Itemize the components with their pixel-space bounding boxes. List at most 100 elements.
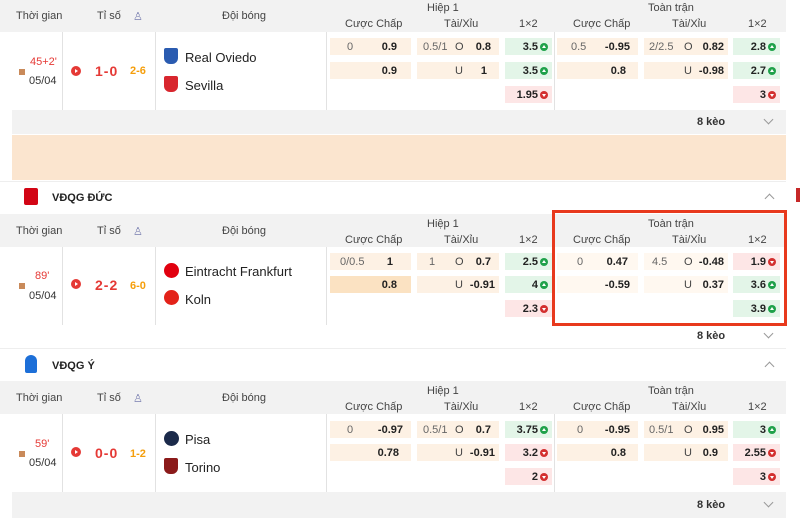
x12-label: 1×2 — [519, 234, 538, 246]
odds-line: 0 — [577, 423, 584, 436]
odds-cell[interactable]: 3.5 — [505, 38, 552, 55]
league-header[interactable] — [0, 181, 786, 214]
odds-cell[interactable]: 3.9 — [733, 300, 780, 317]
odds-cell[interactable]: 3 — [733, 421, 780, 438]
odds-cell[interactable]: 3.75 — [505, 421, 552, 438]
arrow-down-icon — [768, 90, 776, 99]
ou-side: O — [684, 255, 693, 268]
odds-cell[interactable]: 2.8 — [733, 38, 780, 55]
odds-cell[interactable]: 0/0.5 1 — [330, 253, 411, 270]
live-play-icon[interactable] — [71, 66, 81, 76]
bundesliga-logo-icon — [24, 188, 38, 205]
odds-cell[interactable]: 0.5 -0.95 — [557, 38, 638, 55]
half-label: Hiệp 1 — [427, 218, 459, 230]
live-play-icon[interactable] — [71, 447, 81, 457]
match-date: 05/04 — [29, 75, 57, 87]
odds-cell[interactable]: 0 0.47 — [557, 253, 638, 270]
live-play-icon[interactable] — [71, 279, 81, 289]
match-date: 05/04 — [29, 457, 57, 469]
away-team[interactable]: Sevilla — [185, 78, 224, 93]
col-time-label: Thời gian — [16, 10, 63, 22]
odds-cell[interactable]: 1.9 — [733, 253, 780, 270]
odds-line: 1 — [429, 255, 436, 268]
more-odds-link[interactable]: 8 kèo — [697, 330, 726, 342]
ou-label: Tài/Xỉu — [672, 401, 707, 413]
odds-cell[interactable]: U -0.91 — [417, 276, 499, 293]
odds-cell[interactable]: 2.55 — [733, 444, 780, 461]
odds-cell[interactable]: 0.78 — [330, 444, 411, 461]
more-odds-bar[interactable] — [12, 326, 786, 346]
league-header[interactable] — [0, 348, 786, 380]
more-odds-link[interactable]: 8 kèo — [697, 499, 726, 511]
more-odds-bar[interactable] — [12, 110, 786, 134]
odds-cell[interactable]: 0.5/1 O 0.7 — [417, 421, 499, 438]
odds-cell[interactable]: 4.5 O -0.48 — [644, 253, 728, 270]
odds-cell[interactable]: U 0.37 — [644, 276, 728, 293]
full-label: Toàn trận — [648, 385, 694, 397]
odds-cell[interactable]: 0 -0.97 — [330, 421, 411, 438]
arrow-up-icon — [768, 425, 776, 434]
arrow-up-icon — [768, 66, 776, 75]
home-team[interactable]: Real Oviedo — [185, 50, 257, 65]
full-label: Toàn trận — [648, 218, 694, 230]
odds-value: -0.98 — [698, 64, 724, 77]
away-team[interactable]: Torino — [185, 460, 221, 475]
odds-value: 0.37 — [702, 278, 724, 291]
hc-label: Cược Chấp — [345, 401, 403, 413]
odds-cell[interactable]: 1 O 0.7 — [417, 253, 499, 270]
odds-cell[interactable]: 4 — [505, 276, 552, 293]
ou-label: Tài/Xỉu — [444, 401, 479, 413]
odds-cell[interactable]: 3.6 — [733, 276, 780, 293]
odds-cell[interactable]: 2.3 — [505, 300, 552, 317]
home-team[interactable]: Eintracht Frankfurt — [185, 264, 292, 279]
odds-cell[interactable]: 0.5/1 O 0.8 — [417, 38, 499, 55]
odds-value: 3.75 — [517, 424, 548, 436]
away-team[interactable]: Koln — [185, 292, 212, 307]
odds-cell[interactable]: 2 — [505, 468, 552, 485]
x12-label: 1×2 — [748, 234, 767, 246]
odds-value: 0.7 — [475, 255, 491, 268]
col-teams-label: Đội bóng — [222, 392, 267, 404]
odds-value: 3.5 — [523, 41, 548, 53]
odds-value: 4 — [532, 279, 548, 291]
odds-value: -0.95 — [604, 40, 630, 53]
odds-cell[interactable]: 0.5/1 O 0.95 — [644, 421, 728, 438]
odds-cell[interactable]: 0.8 — [330, 276, 411, 293]
odds-cell[interactable]: 3.2 — [505, 444, 552, 461]
odds-cell[interactable]: U -0.98 — [644, 62, 728, 79]
match-time: 45+2' — [30, 56, 57, 68]
arrow-down-icon — [540, 90, 548, 99]
odds-cell[interactable]: 3.5 — [505, 62, 552, 79]
col-teams-label: Đội bóng — [222, 10, 267, 22]
col-score-label: Tỉ số — [97, 10, 121, 22]
odds-cell[interactable]: 2/2.5 O 0.82 — [644, 38, 728, 55]
odds-cell[interactable]: -0.59 — [557, 276, 638, 293]
more-odds-link[interactable]: 8 kèo — [697, 116, 726, 128]
hc-label: Cược Chấp — [573, 18, 631, 30]
odds-cell[interactable]: 2.5 — [505, 253, 552, 270]
odds-cell[interactable]: 0.9 — [330, 62, 411, 79]
arrow-down-icon — [540, 472, 548, 481]
arrow-down-icon — [540, 448, 548, 457]
col-score-label: Tỉ số — [97, 392, 121, 404]
odds-value: 0.95 — [702, 423, 724, 436]
edge-marker — [796, 188, 800, 202]
home-team[interactable]: Pisa — [185, 432, 211, 447]
odds-cell[interactable]: 3 — [733, 86, 780, 103]
odds-cell[interactable]: 1.95 — [505, 86, 552, 103]
odds-cell[interactable]: 0 0.9 — [330, 38, 411, 55]
odds-value: 0.82 — [702, 40, 724, 53]
odds-cell[interactable]: 3 — [733, 468, 780, 485]
odds-cell[interactable]: 0.8 — [557, 62, 638, 79]
odds-cell[interactable]: 2.7 — [733, 62, 780, 79]
ou-label: Tài/Xỉu — [444, 18, 479, 30]
arrow-down-icon — [768, 472, 776, 481]
ou-label: Tài/Xỉu — [444, 234, 479, 246]
more-odds-bar[interactable] — [12, 492, 786, 518]
arrow-up-icon — [540, 425, 548, 434]
odds-cell[interactable]: 0.8 — [557, 444, 638, 461]
odds-cell[interactable]: U 0.9 — [644, 444, 728, 461]
odds-cell[interactable]: 0 -0.95 — [557, 421, 638, 438]
odds-cell[interactable]: U -0.91 — [417, 444, 499, 461]
